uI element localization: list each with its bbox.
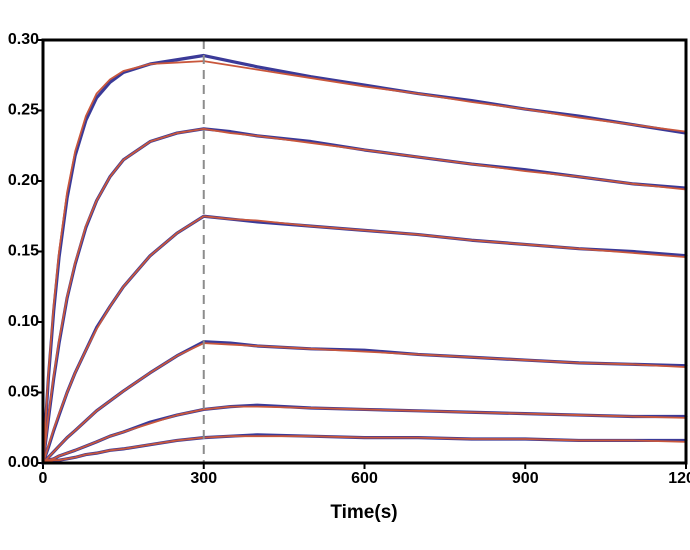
x-tick-label: 0	[39, 470, 48, 487]
series-line	[42, 405, 687, 464]
x-axis-label: Time(s)	[330, 502, 397, 523]
series-line	[41, 433, 688, 465]
y-tick-label: 0.00	[8, 454, 39, 471]
y-tick-label: 0.10	[8, 313, 39, 330]
x-tick-label: 900	[512, 470, 539, 487]
series-line	[41, 403, 688, 465]
y-tick-label: 0.25	[8, 102, 39, 119]
x-tick-label: 1200	[668, 470, 690, 487]
series-line	[42, 60, 687, 464]
series-line	[42, 127, 687, 464]
x-tick-label: 300	[190, 470, 217, 487]
x-tick-label: 600	[351, 470, 378, 487]
series-line	[42, 342, 687, 464]
series-line	[41, 53, 688, 465]
series-line	[42, 215, 687, 464]
y-tick-label: 0.20	[8, 172, 39, 189]
series-line	[42, 435, 687, 464]
y-tick-label: 0.05	[8, 384, 39, 401]
y-tick-label: 0.30	[8, 31, 39, 48]
y-tick-label: 0.15	[8, 243, 39, 260]
plot-frame	[41, 38, 688, 465]
